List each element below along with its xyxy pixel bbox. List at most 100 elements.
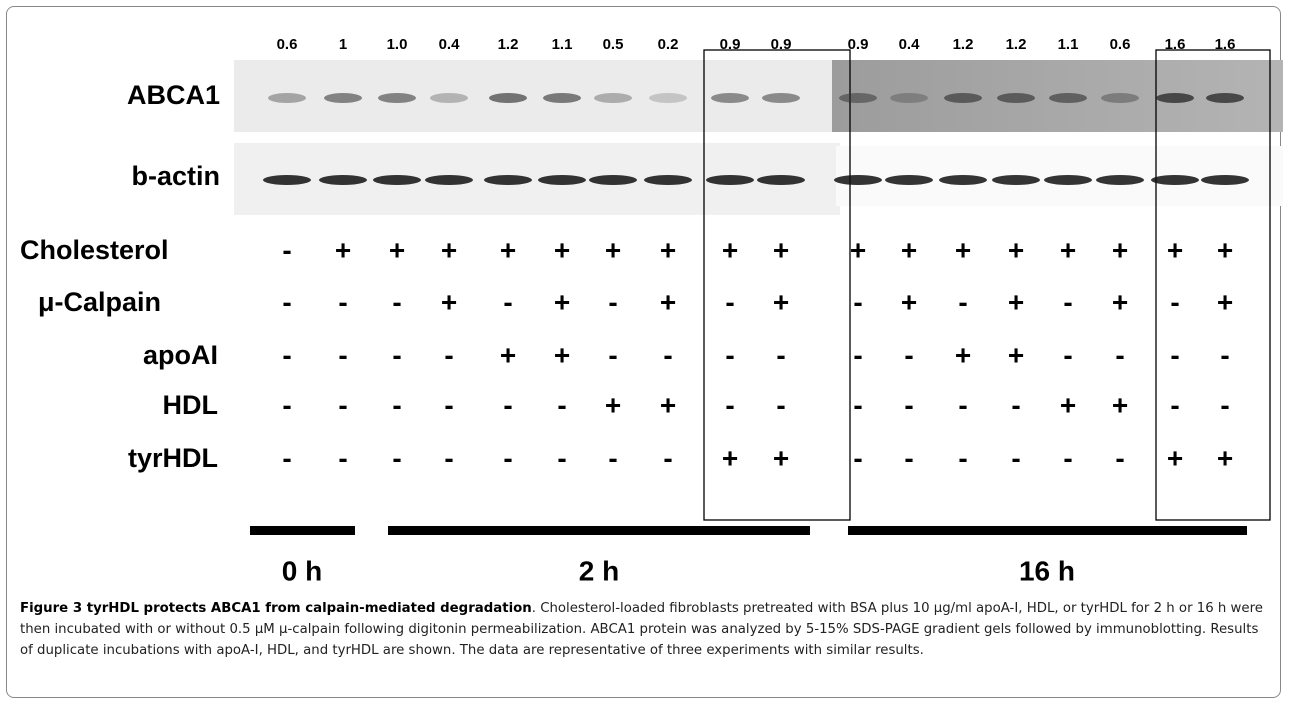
abca1-band: [430, 93, 468, 103]
actin-band: [425, 175, 473, 185]
abca1-band: [839, 93, 877, 103]
condition-label: apoAI: [143, 340, 218, 370]
condition-label: tyrHDL: [128, 443, 218, 473]
condition-sign: +: [660, 389, 676, 420]
actin-band: [373, 175, 421, 185]
actin-band: [263, 175, 311, 185]
quant-label: 0.9: [848, 36, 869, 53]
condition-sign: -: [444, 389, 453, 420]
condition-sign: -: [282, 389, 291, 420]
quant-label: 1.2: [498, 36, 519, 53]
condition-sign: +: [660, 286, 676, 317]
condition-sign: +: [1167, 234, 1183, 265]
condition-sign: +: [554, 286, 570, 317]
condition-sign: +: [660, 234, 676, 265]
quant-label: 1.6: [1215, 36, 1236, 53]
condition-sign: -: [1011, 389, 1020, 420]
condition-sign: -: [958, 389, 967, 420]
abca1-band: [1206, 93, 1244, 103]
condition-sign: -: [392, 442, 401, 473]
condition-sign: -: [338, 442, 347, 473]
abca1-band: [594, 93, 632, 103]
condition-sign: +: [500, 234, 516, 265]
condition-label: Cholesterol: [20, 235, 169, 265]
condition-sign: -: [958, 442, 967, 473]
actin-band: [992, 175, 1040, 185]
condition-sign: +: [441, 234, 457, 265]
actin-band: [644, 175, 692, 185]
condition-sign: +: [1008, 234, 1024, 265]
quant-label: 1: [339, 36, 347, 53]
caption: Figure 3 tyrHDL protects ABCA1 from calp…: [20, 598, 1270, 661]
condition-sign: -: [1220, 389, 1229, 420]
caption-title: Figure 3 tyrHDL protects ABCA1 from calp…: [20, 601, 532, 616]
time-label: 16 h: [1019, 555, 1075, 586]
condition-sign: -: [282, 339, 291, 370]
condition-sign: +: [500, 339, 516, 370]
condition-sign: -: [608, 286, 617, 317]
condition-sign: -: [608, 442, 617, 473]
condition-sign: -: [338, 286, 347, 317]
condition-sign: -: [853, 442, 862, 473]
condition-sign: -: [503, 286, 512, 317]
actin-band: [834, 175, 882, 185]
abca1-band: [762, 93, 800, 103]
condition-sign: +: [773, 442, 789, 473]
condition-sign: +: [605, 389, 621, 420]
condition-sign: +: [1008, 286, 1024, 317]
condition-sign: -: [663, 339, 672, 370]
condition-sign: +: [554, 339, 570, 370]
abca1-band: [649, 93, 687, 103]
condition-sign: -: [503, 389, 512, 420]
condition-sign: +: [955, 234, 971, 265]
quant-label: 1.1: [1058, 36, 1079, 53]
actin-band: [1201, 175, 1249, 185]
actin-band: [1044, 175, 1092, 185]
condition-sign: -: [904, 442, 913, 473]
quant-label: 0.6: [277, 36, 298, 53]
time-bar: [848, 526, 1247, 535]
actin-band: [1151, 175, 1199, 185]
condition-sign: -: [557, 442, 566, 473]
condition-label: HDL: [163, 390, 219, 420]
condition-sign: -: [853, 286, 862, 317]
condition-sign: -: [725, 286, 734, 317]
abca1-band: [890, 93, 928, 103]
condition-sign: -: [1170, 389, 1179, 420]
abca1-band: [711, 93, 749, 103]
quant-label: 1.2: [1006, 36, 1027, 53]
condition-sign: -: [1115, 339, 1124, 370]
condition-sign: +: [901, 234, 917, 265]
condition-sign: -: [392, 339, 401, 370]
condition-sign: +: [441, 286, 457, 317]
condition-sign: -: [663, 442, 672, 473]
condition-sign: +: [1112, 286, 1128, 317]
condition-sign: +: [1112, 389, 1128, 420]
abca1-band: [1156, 93, 1194, 103]
actin-band: [484, 175, 532, 185]
condition-sign: -: [392, 389, 401, 420]
time-bar: [388, 526, 810, 535]
condition-sign: +: [1167, 442, 1183, 473]
condition-sign: -: [282, 286, 291, 317]
condition-sign: -: [503, 442, 512, 473]
condition-sign: +: [901, 286, 917, 317]
actin-band: [885, 175, 933, 185]
condition-sign: -: [776, 389, 785, 420]
condition-sign: +: [554, 234, 570, 265]
condition-sign: -: [853, 339, 862, 370]
condition-sign: -: [1115, 442, 1124, 473]
actin-band: [589, 175, 637, 185]
abca1-band: [268, 93, 306, 103]
quant-label: 1.1: [552, 36, 573, 53]
condition-sign: -: [392, 286, 401, 317]
time-label: 2 h: [579, 555, 619, 586]
condition-sign: -: [1063, 442, 1072, 473]
quant-label: 0.9: [771, 36, 792, 53]
condition-sign: -: [776, 339, 785, 370]
condition-sign: +: [1060, 234, 1076, 265]
condition-sign: -: [444, 442, 453, 473]
condition-sign: -: [1170, 286, 1179, 317]
condition-sign: -: [282, 442, 291, 473]
condition-sign: -: [338, 339, 347, 370]
